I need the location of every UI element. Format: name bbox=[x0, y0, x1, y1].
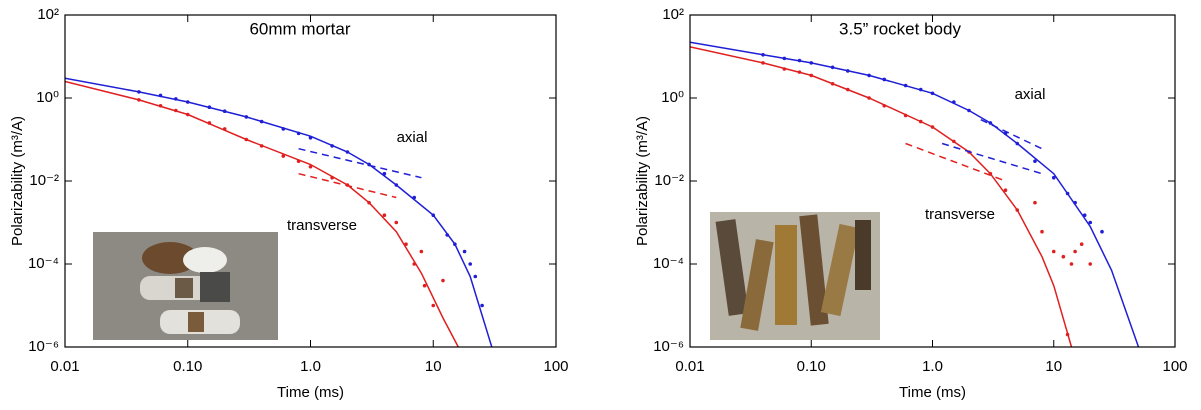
data-point bbox=[382, 213, 387, 217]
x-tick-label: 100 bbox=[543, 358, 568, 375]
plot-area bbox=[65, 77, 493, 347]
data-point bbox=[441, 278, 445, 283]
y-tick-label: 10⁻² bbox=[29, 172, 59, 189]
data-point bbox=[1040, 229, 1044, 234]
data-point bbox=[394, 220, 399, 225]
plot-area bbox=[690, 41, 1140, 347]
fit-line bbox=[65, 77, 493, 347]
y-axis-label: Polarizability (m³/A) bbox=[634, 116, 651, 246]
data-point bbox=[462, 249, 467, 254]
data-point bbox=[1033, 159, 1037, 163]
data-point bbox=[1051, 249, 1056, 254]
asymptote-line bbox=[298, 147, 422, 179]
y-tick-label: 10² bbox=[37, 6, 59, 23]
data-point bbox=[1100, 229, 1104, 234]
data-point bbox=[1069, 262, 1074, 266]
y-tick-label: 10⁻⁴ bbox=[653, 255, 684, 272]
chart-title: 3.5” rocket body bbox=[839, 19, 961, 38]
data-point bbox=[473, 274, 478, 279]
x-tick-label: 1.0 bbox=[922, 358, 943, 375]
data-point bbox=[1061, 254, 1066, 259]
data-point bbox=[1073, 249, 1077, 254]
y-axis-label: Polarizability (m³/A) bbox=[9, 116, 26, 246]
data-point bbox=[1051, 175, 1056, 180]
fit-line bbox=[690, 41, 1140, 347]
x-tick-label: 0.10 bbox=[173, 358, 202, 375]
asymptote-line bbox=[941, 142, 1043, 175]
data-point bbox=[1033, 200, 1037, 205]
asymptote-line bbox=[905, 142, 1006, 182]
y-tick-label: 10⁰ bbox=[661, 89, 684, 106]
x-tick-label: 0.10 bbox=[797, 358, 826, 375]
data-point bbox=[1079, 242, 1084, 246]
annotation: transverse bbox=[287, 217, 357, 234]
y-tick-label: 10⁻² bbox=[654, 172, 684, 189]
annotation: axial bbox=[397, 129, 428, 146]
data-point bbox=[431, 303, 436, 308]
data-point bbox=[468, 262, 473, 266]
x-tick-label: 100 bbox=[1162, 358, 1187, 375]
x-tick-label: 0.01 bbox=[675, 358, 704, 375]
data-point bbox=[308, 164, 313, 169]
data-point bbox=[1088, 220, 1093, 225]
asymptote-line bbox=[298, 172, 397, 199]
y-tick-label: 10² bbox=[662, 6, 684, 23]
data-point bbox=[281, 154, 286, 158]
x-tick-label: 10 bbox=[1045, 358, 1062, 375]
x-axis-label: Time (ms) bbox=[899, 384, 966, 401]
x-axis-label: Time (ms) bbox=[277, 384, 344, 401]
annotation: transverse bbox=[925, 206, 995, 223]
data-point bbox=[480, 303, 484, 308]
photo-rocket bbox=[710, 212, 880, 340]
y-tick-label: 10⁰ bbox=[36, 89, 59, 106]
data-point bbox=[422, 283, 427, 288]
y-tick-label: 10⁻⁶ bbox=[653, 338, 684, 355]
data-point bbox=[419, 249, 424, 254]
data-point bbox=[1088, 262, 1093, 266]
x-tick-label: 10 bbox=[425, 358, 442, 375]
photo-mortar bbox=[93, 232, 278, 340]
chart-title: 60mm mortar bbox=[249, 19, 350, 38]
x-tick-label: 0.01 bbox=[50, 358, 79, 375]
data-point bbox=[1003, 188, 1008, 193]
x-tick-label: 1.0 bbox=[300, 358, 321, 375]
annotation: axial bbox=[1015, 86, 1046, 103]
y-tick-label: 10⁻⁶ bbox=[28, 338, 59, 355]
y-tick-label: 10⁻⁴ bbox=[28, 255, 59, 272]
